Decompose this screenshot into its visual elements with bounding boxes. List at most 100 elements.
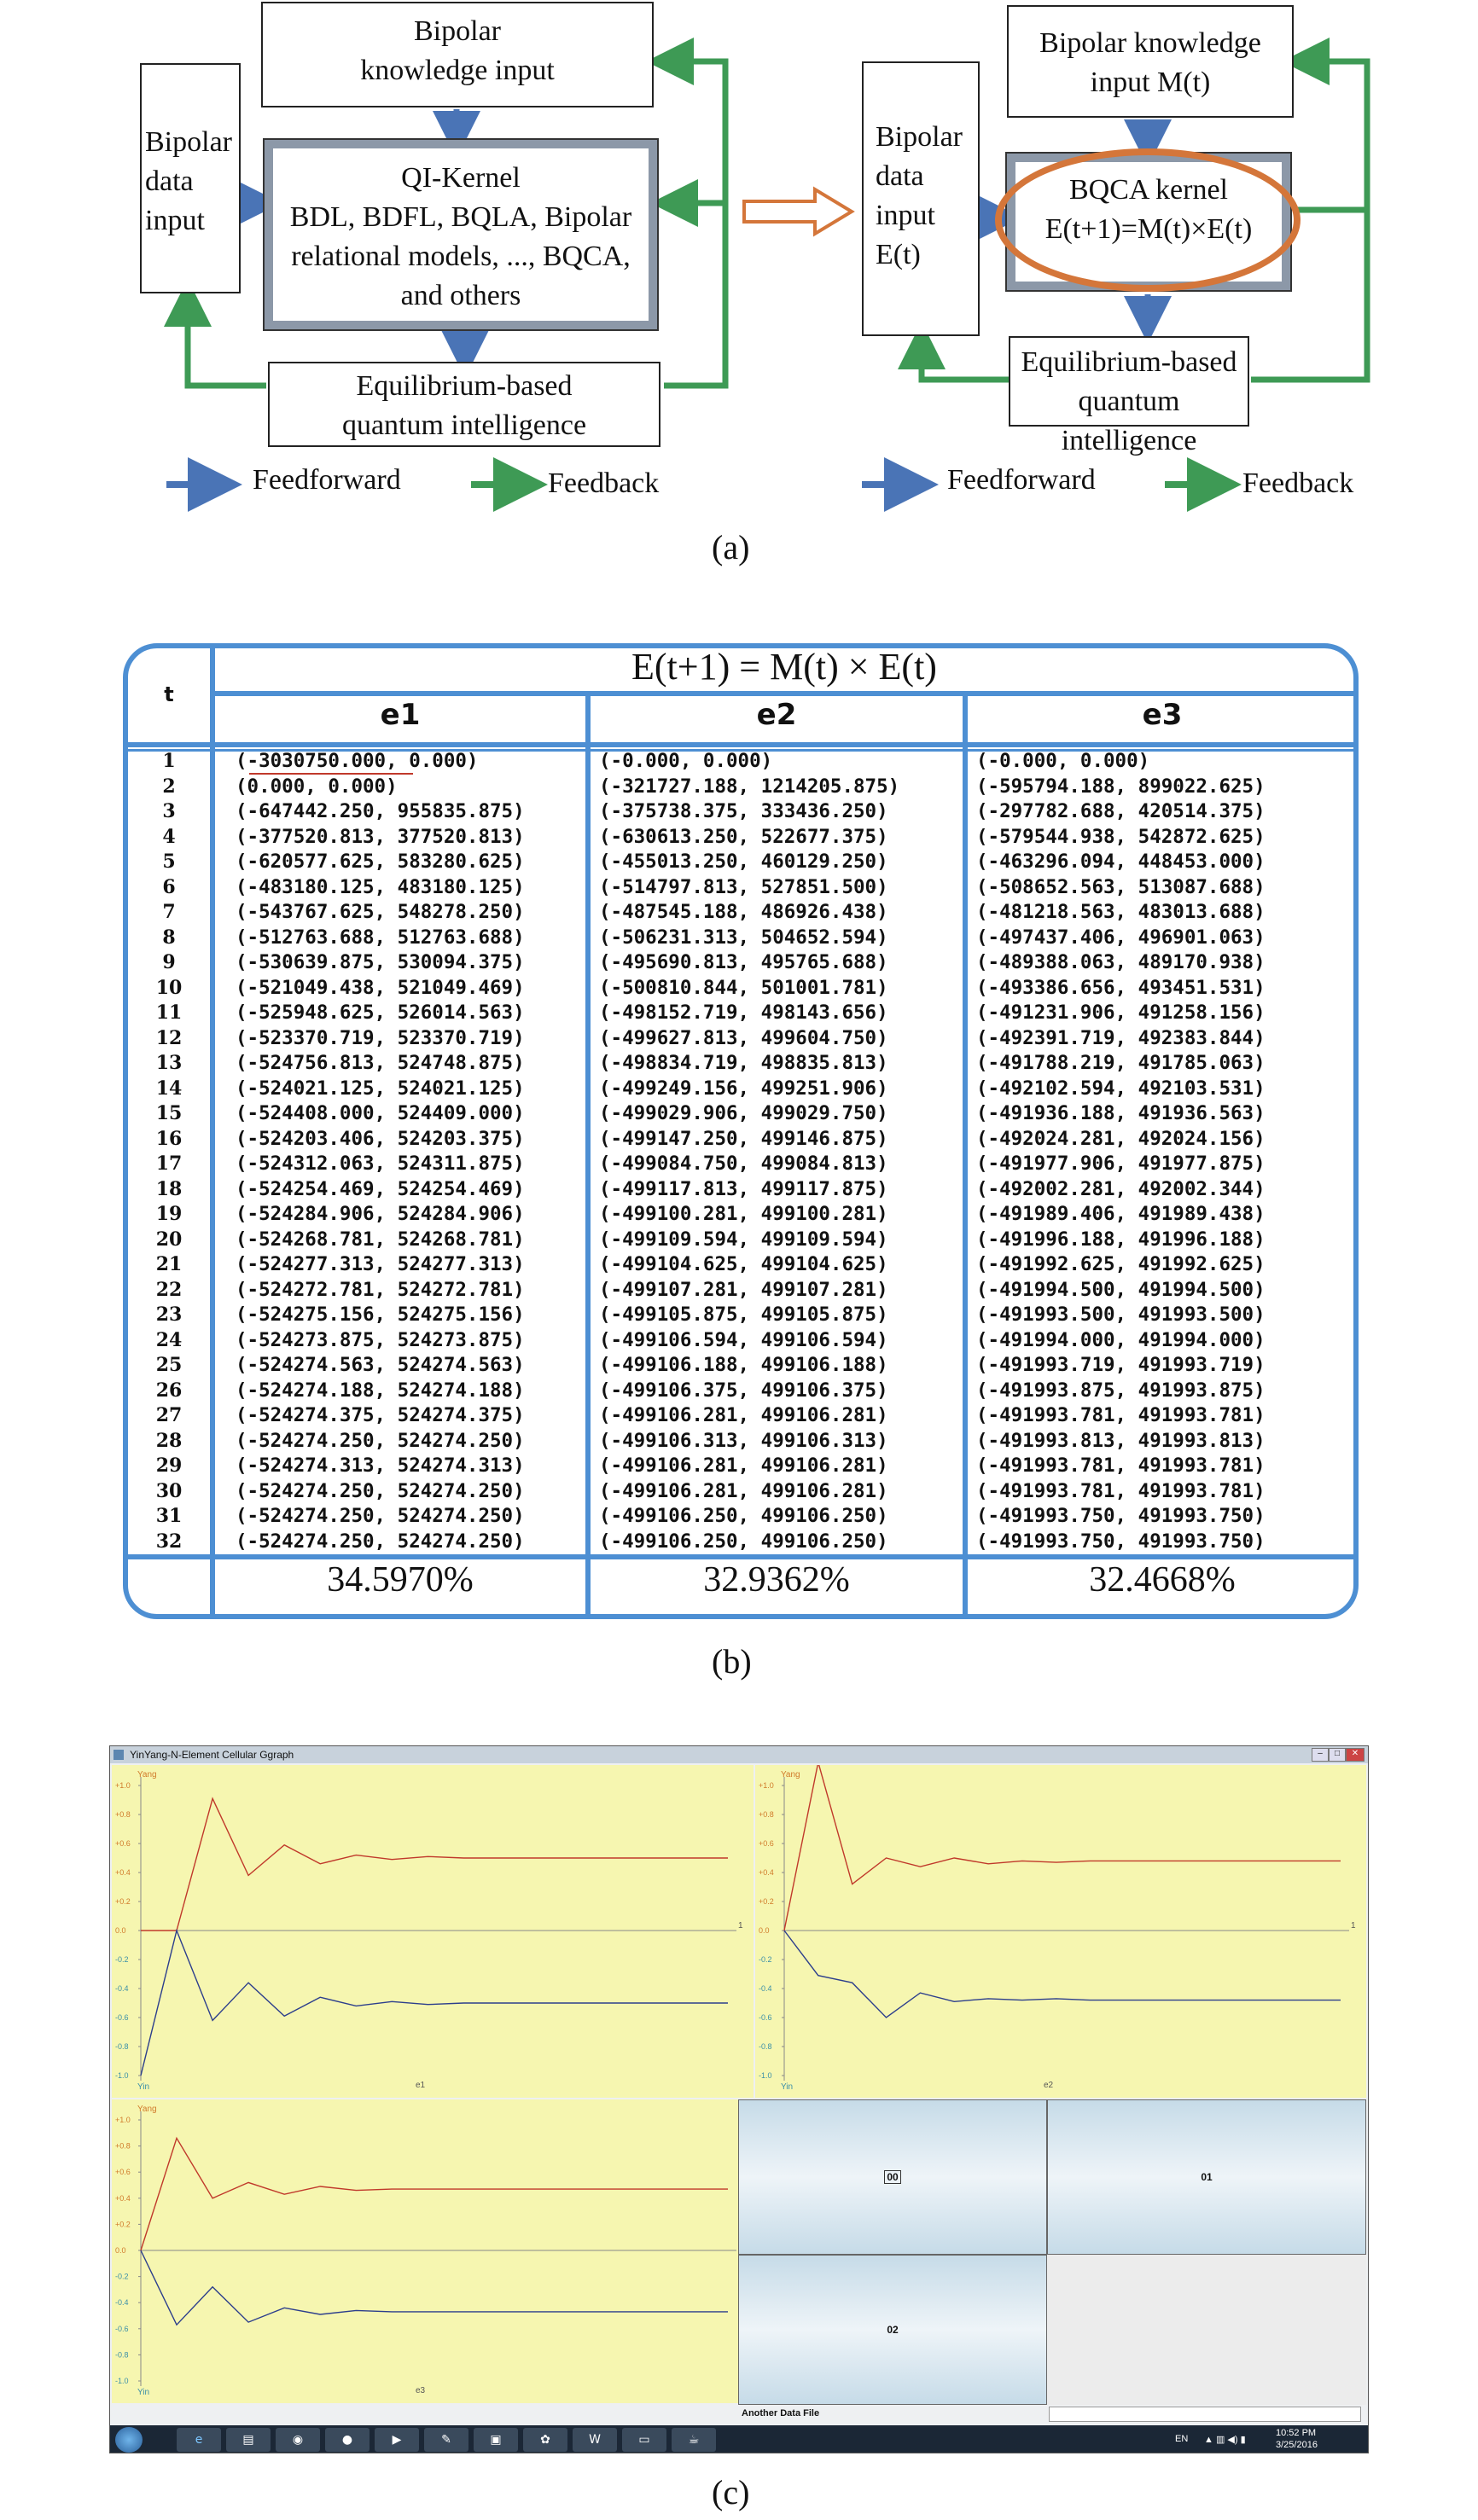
e3-cell: (-491993.750, 491993.750) (976, 1505, 1266, 1527)
t-cell: 26 (155, 1379, 183, 1402)
e3-cell: (-297782.688, 420514.375) (976, 800, 1266, 822)
series-xlabel: e3 (416, 2386, 426, 2395)
cell-02-button[interactable]: 02 (738, 2255, 1047, 2405)
cell-00-button[interactable]: 00 (738, 2099, 1047, 2255)
e3-cell: (-0.000, 0.000) (976, 750, 1150, 772)
pct-e2: 32.9362% (703, 1560, 850, 1600)
e2-cell: (-487545.188, 486926.438) (599, 901, 888, 923)
app-icon[interactable]: ✿ (523, 2428, 567, 2452)
e1-cell: (-543767.625, 548278.250) (236, 901, 525, 923)
e1-cell: (-524274.250, 524274.250) (236, 1479, 525, 1502)
y-tick-label: -1.0 (115, 2071, 129, 2080)
e3-cell: (-492391.719, 492383.844) (976, 1026, 1266, 1049)
equilibrium-r-line2: quantum intelligence (1061, 386, 1197, 456)
e1-cell: (-524274.563, 524274.563) (236, 1354, 525, 1376)
data-input-line2: data (145, 165, 194, 197)
t-cell: 18 (155, 1177, 183, 1200)
series-xlabel: e1 (416, 2081, 426, 2090)
t-cell: 31 (155, 1505, 183, 1527)
equilibrium-line1: Equilibrium-based (356, 370, 573, 402)
cmd-icon[interactable]: ▭ (622, 2428, 666, 2452)
e2-cell: (-498834.719, 498835.813) (599, 1052, 888, 1074)
t-cell: 19 (155, 1203, 183, 1225)
e2-cell: (-499106.281, 499106.281) (599, 1479, 888, 1502)
e2-cell: (-499249.156, 499251.906) (599, 1077, 888, 1100)
bipolar-knowledge-input-box: Bipolar knowledge input (261, 2, 654, 107)
e1-cell: (-524408.000, 524409.000) (236, 1102, 525, 1124)
equilibrium-box-left: Equilibrium-based quantum intelligence (268, 362, 660, 447)
data-input-line3: input (145, 205, 205, 236)
e1-cell: (-483180.125, 483180.125) (236, 875, 525, 898)
media-player-icon[interactable]: ▶ (375, 2428, 419, 2452)
e1-cell: (-524274.250, 524274.250) (236, 1530, 525, 1553)
e2-cell: (-499100.281, 499100.281) (599, 1203, 888, 1225)
data-et-line3: input (876, 200, 935, 231)
close-button[interactable]: ✕ (1346, 1748, 1365, 1762)
caption-c: (c) (712, 2473, 750, 2511)
e1-cell: (-524284.906, 524284.906) (236, 1203, 525, 1225)
e1-cell: (-524273.875, 524273.875) (236, 1328, 525, 1351)
t-cell: 12 (155, 1026, 183, 1049)
y-tick-label: +1.0 (115, 1781, 131, 1790)
e1-cell: (-377520.813, 377520.813) (236, 825, 525, 848)
e1-row1-underline (249, 773, 413, 775)
cell-01-button[interactable]: 01 (1047, 2099, 1366, 2255)
y-tick-label: -0.2 (115, 1955, 129, 1964)
y-tick-label: +0.8 (759, 1810, 774, 1819)
caption-b: (b) (712, 1642, 752, 1681)
t-cell: 21 (155, 1253, 183, 1275)
minimize-button[interactable]: – (1312, 1748, 1329, 1762)
t-cell: 4 (162, 825, 176, 848)
e3-cell: (-491992.625, 491992.625) (976, 1253, 1266, 1275)
yang-axis-label: Yang (781, 1770, 800, 1780)
explorer-icon[interactable]: ▤ (226, 2428, 271, 2452)
e2-cell: (-499106.313, 499106.313) (599, 1429, 888, 1452)
clock-date[interactable]: 3/25/2016 (1276, 2440, 1318, 2450)
knowledge-mt-line2: input M(t) (1090, 67, 1211, 98)
y-tick-label: +0.2 (115, 2220, 131, 2228)
firefox-icon[interactable]: ● (325, 2428, 370, 2452)
start-button[interactable] (115, 2427, 143, 2453)
y-tick-label: +1.0 (759, 1781, 774, 1790)
e3-cell: (-492002.281, 492002.344) (976, 1177, 1266, 1200)
e1-cell: (-524274.313, 524274.313) (236, 1455, 525, 1477)
y-tick-label: +0.2 (759, 1897, 774, 1906)
y-tick-label: -1.0 (759, 2071, 772, 2080)
y-tick-label: +0.6 (115, 2168, 131, 2176)
series-line (140, 2136, 728, 2251)
table-vline-e2 (963, 691, 968, 1617)
e2-cell: (-499107.281, 499107.281) (599, 1278, 888, 1301)
ie-icon[interactable]: e (177, 2428, 221, 2452)
e2-cell: (-499106.250, 499106.250) (599, 1505, 888, 1527)
e3-cell: (-491994.000, 491994.000) (976, 1328, 1266, 1351)
e1-cell: (-524274.250, 524274.250) (236, 1429, 525, 1452)
word-icon[interactable]: W (573, 2428, 617, 2452)
java-taskbar-icon[interactable]: ☕ (672, 2428, 716, 2452)
clock-time[interactable]: 10:52 PM (1276, 2428, 1317, 2438)
e2-cell: (-499106.281, 499106.281) (599, 1404, 888, 1426)
another-data-file-input[interactable] (1049, 2407, 1361, 2422)
another-data-file-label: Another Data File (742, 2408, 820, 2418)
e2-cell: (-630613.250, 522677.375) (599, 825, 888, 848)
y-tick-label: +0.4 (115, 1868, 131, 1877)
e3-cell: (-491231.906, 491258.156) (976, 1002, 1266, 1024)
e2-cell: (-499106.188, 499106.188) (599, 1354, 888, 1376)
e3-cell: (-595794.188, 899022.625) (976, 775, 1266, 798)
y-tick-label: +0.2 (115, 1897, 131, 1906)
data-et-line1: Bipolar (876, 121, 963, 153)
yin-axis-label: Yin (781, 2082, 793, 2092)
remote-icon[interactable]: ▣ (474, 2428, 518, 2452)
series-line (141, 1797, 728, 1931)
e2-cell: (-499147.250, 499146.875) (599, 1127, 888, 1150)
t-cell: 30 (155, 1479, 183, 1502)
e2-cell: (-500810.844, 501001.781) (599, 976, 888, 999)
maximize-button[interactable]: □ (1329, 1748, 1346, 1762)
cell-01-label: 01 (1201, 2171, 1213, 2183)
language-indicator[interactable]: EN (1175, 2434, 1189, 2444)
table-hline-title (210, 691, 1359, 696)
equilibrium-box-right: Equilibrium-based quantum intelligence (1009, 336, 1249, 456)
chrome-icon[interactable]: ◉ (276, 2428, 320, 2452)
paint-icon[interactable]: ✎ (424, 2428, 468, 2452)
e2-cell: (-455013.250, 460129.250) (599, 851, 888, 873)
e2-column: (-0.000, 0.000) (-321727.188, 1214205.875… (599, 749, 899, 1554)
